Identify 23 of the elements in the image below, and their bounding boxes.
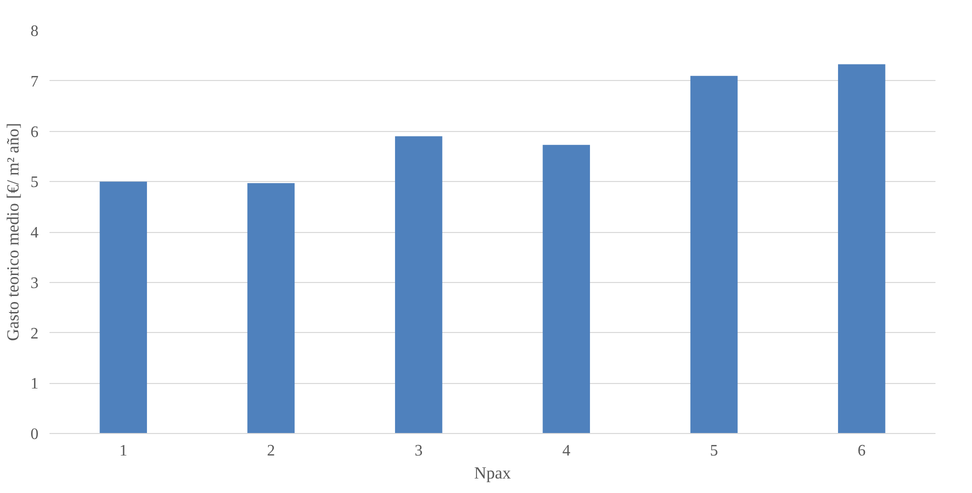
y-tick-label: 1 <box>30 376 38 393</box>
x-tick-label: 5 <box>710 442 718 460</box>
bar <box>690 76 738 434</box>
x-tick-label: 1 <box>119 442 128 460</box>
bar <box>542 144 590 434</box>
bar <box>247 183 295 434</box>
bar <box>395 136 442 434</box>
x-tick-label: 6 <box>858 442 866 460</box>
y-tick-label: 7 <box>30 73 38 90</box>
y-tick-label: 2 <box>30 325 38 342</box>
x-axis-title: Npax <box>474 464 512 482</box>
y-tick-label: 5 <box>30 174 38 192</box>
y-tick-label: 8 <box>30 23 38 40</box>
y-tick-label: 6 <box>30 124 38 141</box>
x-tick-label: 2 <box>267 442 275 460</box>
y-tick-label: 3 <box>30 274 38 292</box>
y-tick-label: 0 <box>30 426 38 443</box>
bar <box>838 64 886 434</box>
x-tick-label: 4 <box>562 442 570 460</box>
y-tick-label: 4 <box>30 224 38 242</box>
x-tick-label: 3 <box>414 442 423 460</box>
y-axis-title: Gasto teorico medio [€/ m² año] <box>4 122 22 342</box>
bar <box>100 182 147 434</box>
